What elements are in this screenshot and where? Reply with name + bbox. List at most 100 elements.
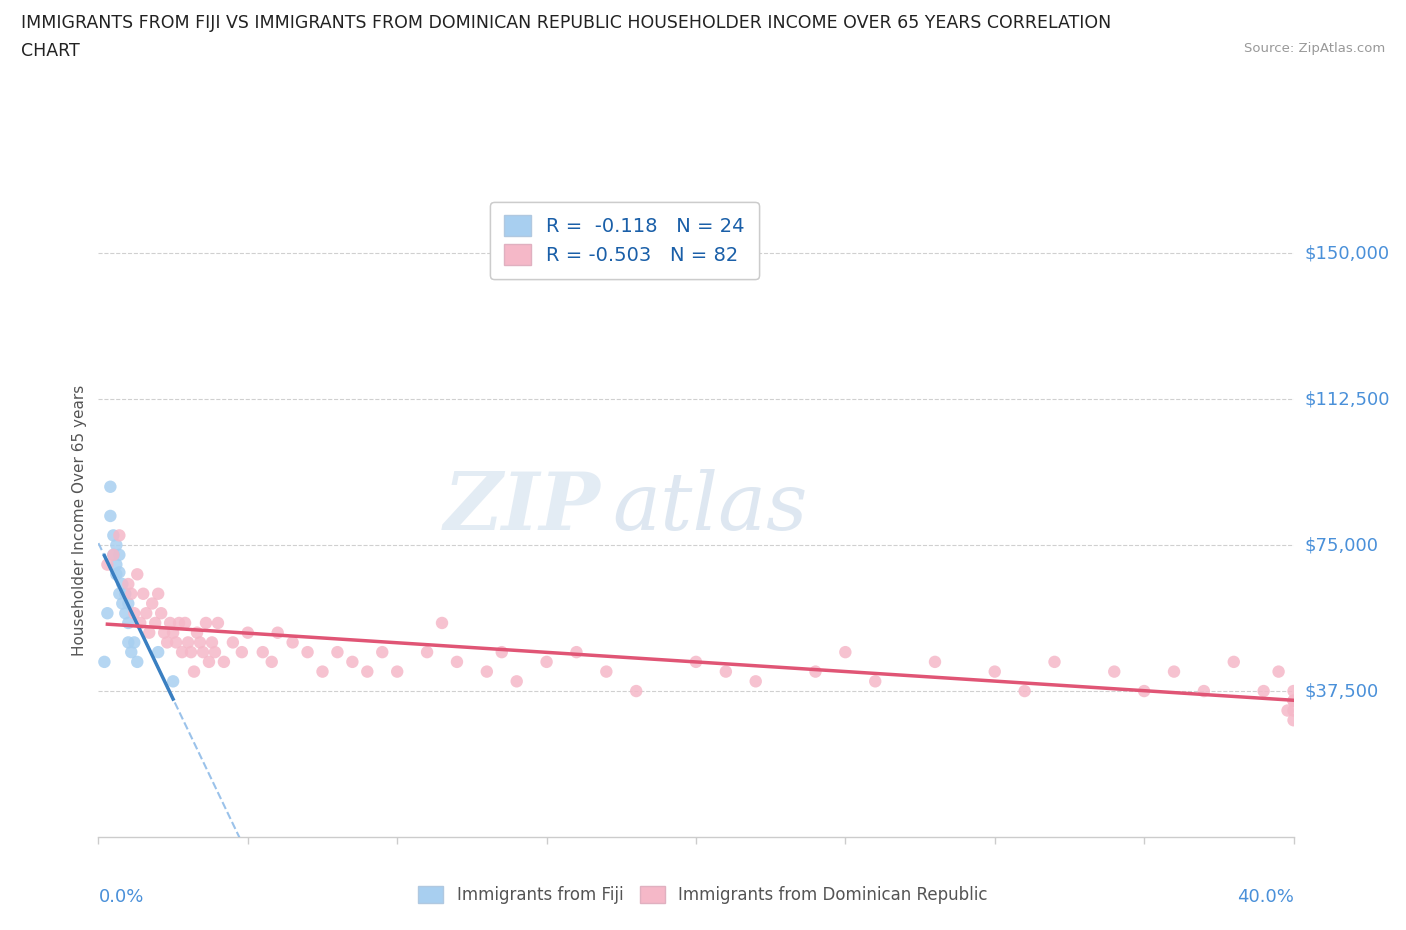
Point xyxy=(114,605,136,620)
Point xyxy=(114,586,136,601)
Point xyxy=(198,655,221,670)
Point xyxy=(153,625,176,640)
Point xyxy=(117,616,139,631)
Point xyxy=(252,644,274,659)
Point xyxy=(1282,694,1305,709)
Point xyxy=(1014,684,1036,698)
Point xyxy=(103,548,125,563)
Point xyxy=(108,548,131,563)
Point xyxy=(150,605,173,620)
Point xyxy=(281,635,304,650)
Point xyxy=(129,616,152,631)
Point xyxy=(120,586,142,601)
Point xyxy=(1253,684,1275,698)
Point xyxy=(98,509,122,524)
Point xyxy=(416,644,439,659)
Point xyxy=(326,644,349,659)
Point xyxy=(132,586,155,601)
Point xyxy=(127,655,149,670)
Point xyxy=(371,644,394,659)
Point xyxy=(212,655,235,670)
Point xyxy=(124,635,146,650)
Point xyxy=(148,644,170,659)
Point xyxy=(297,644,319,659)
Point xyxy=(222,635,245,650)
Point xyxy=(685,655,707,670)
Point xyxy=(1277,703,1299,718)
Point xyxy=(103,548,125,563)
Y-axis label: Householder Income Over 65 years: Householder Income Over 65 years xyxy=(72,385,87,657)
Legend: Immigrants from Fiji, Immigrants from Dominican Republic: Immigrants from Fiji, Immigrants from Do… xyxy=(411,878,995,912)
Point xyxy=(127,567,149,582)
Point xyxy=(804,664,827,679)
Point xyxy=(1104,664,1126,679)
Point xyxy=(865,674,887,689)
Text: $150,000: $150,000 xyxy=(1305,245,1389,262)
Point xyxy=(491,644,513,659)
Point xyxy=(141,596,163,611)
Text: Source: ZipAtlas.com: Source: ZipAtlas.com xyxy=(1244,42,1385,55)
Point xyxy=(172,644,194,659)
Point xyxy=(96,557,118,572)
Text: 40.0%: 40.0% xyxy=(1237,887,1294,906)
Point xyxy=(624,684,647,698)
Point xyxy=(1282,712,1305,727)
Point xyxy=(714,664,737,679)
Point xyxy=(1282,684,1305,698)
Point xyxy=(924,655,946,670)
Text: IMMIGRANTS FROM FIJI VS IMMIGRANTS FROM DOMINICAN REPUBLIC HOUSEHOLDER INCOME OV: IMMIGRANTS FROM FIJI VS IMMIGRANTS FROM … xyxy=(21,14,1111,32)
Point xyxy=(117,596,139,611)
Text: CHART: CHART xyxy=(21,42,80,60)
Point xyxy=(1133,684,1156,698)
Point xyxy=(1282,694,1305,709)
Point xyxy=(1267,664,1289,679)
Point xyxy=(188,635,211,650)
Point xyxy=(565,644,588,659)
Point xyxy=(105,538,128,552)
Point xyxy=(111,577,134,591)
Point xyxy=(103,528,125,543)
Point xyxy=(356,664,378,679)
Point xyxy=(165,635,187,650)
Text: atlas: atlas xyxy=(612,470,807,547)
Text: ZIP: ZIP xyxy=(443,470,600,547)
Text: $112,500: $112,500 xyxy=(1305,391,1391,408)
Point xyxy=(108,565,131,579)
Point xyxy=(148,586,170,601)
Text: 0.0%: 0.0% xyxy=(98,887,143,906)
Point xyxy=(506,674,529,689)
Point xyxy=(595,664,617,679)
Point xyxy=(93,655,115,670)
Point xyxy=(260,655,283,670)
Point xyxy=(204,644,226,659)
Point xyxy=(1192,684,1215,698)
Point xyxy=(536,655,558,670)
Point xyxy=(1223,655,1246,670)
Point xyxy=(105,557,128,572)
Point xyxy=(177,635,200,650)
Point xyxy=(120,644,142,659)
Point xyxy=(108,528,131,543)
Text: $37,500: $37,500 xyxy=(1305,682,1379,700)
Point xyxy=(143,616,166,631)
Point xyxy=(1282,703,1305,718)
Point xyxy=(117,577,139,591)
Legend: R =  -0.118   N = 24, R = -0.503   N = 82: R = -0.118 N = 24, R = -0.503 N = 82 xyxy=(491,202,758,279)
Point xyxy=(159,616,181,631)
Point xyxy=(111,596,134,611)
Point xyxy=(105,567,128,582)
Point xyxy=(194,616,218,631)
Point xyxy=(183,664,205,679)
Point xyxy=(174,616,197,631)
Point xyxy=(191,644,214,659)
Point xyxy=(156,635,179,650)
Point xyxy=(207,616,229,631)
Point xyxy=(446,655,468,670)
Point xyxy=(180,644,202,659)
Point xyxy=(311,664,333,679)
Point xyxy=(236,625,259,640)
Point xyxy=(1043,655,1066,670)
Point xyxy=(834,644,856,659)
Point xyxy=(138,625,160,640)
Text: $75,000: $75,000 xyxy=(1305,536,1379,554)
